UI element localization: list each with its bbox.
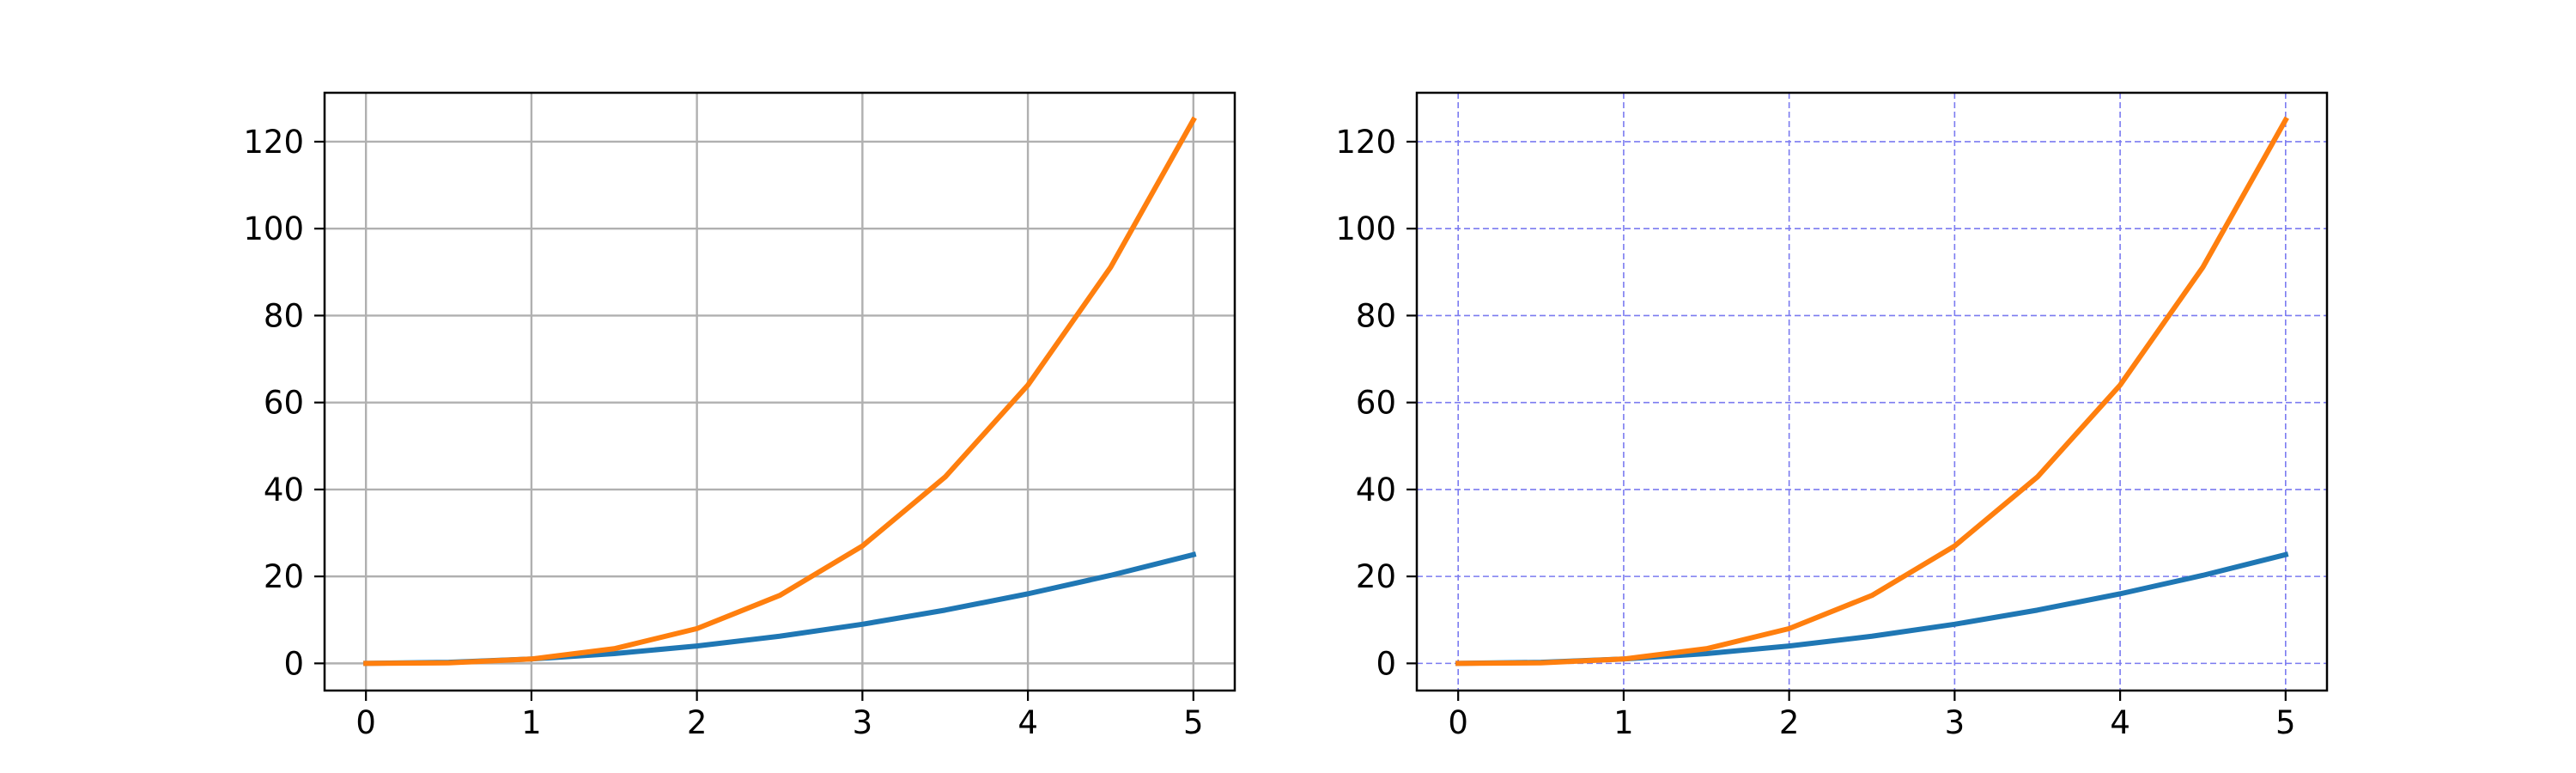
x-tick-label: 1 — [521, 704, 542, 741]
plot-area — [1417, 93, 2327, 691]
y-tick-label: 0 — [283, 645, 304, 682]
y-tick-label: 0 — [1376, 645, 1396, 682]
series-line-2 — [1455, 116, 2289, 666]
y-tick-label: 120 — [1335, 124, 1396, 161]
y-tick-label: 20 — [264, 558, 304, 595]
y-tick-label: 120 — [243, 124, 304, 161]
x-tick-label: 3 — [853, 704, 873, 741]
x-tick-label: 2 — [687, 704, 708, 741]
x-tick-label: 4 — [1018, 704, 1038, 741]
x-tick-label: 5 — [2275, 704, 2296, 741]
y-tick-label: 80 — [1356, 297, 1396, 334]
y-tick-label: 20 — [1356, 558, 1396, 595]
x-tick-label: 1 — [1613, 704, 1634, 741]
y-tick-label: 40 — [264, 472, 304, 508]
y-tick-label: 80 — [264, 297, 304, 334]
y-tick-label: 60 — [264, 385, 304, 422]
axes-frame — [1415, 91, 2329, 692]
x-tick-label: 4 — [2110, 704, 2130, 741]
x-tick-label: 3 — [1945, 704, 1965, 741]
y-tick-label: 40 — [1356, 472, 1396, 508]
y-tick-label: 100 — [1335, 210, 1396, 247]
x-tick-label: 2 — [1779, 704, 1800, 741]
series-line-2 — [363, 116, 1197, 666]
left-subplot: 0 1 2 3 4 5 0 20 40 60 80 100 120 — [243, 91, 1236, 741]
y-tick-label: 100 — [243, 210, 304, 247]
plot-area — [325, 93, 1235, 691]
x-tick-label: 0 — [355, 704, 376, 741]
axes-frame — [323, 91, 1236, 692]
right-subplot: 0 1 2 3 4 5 0 20 40 60 80 100 120 — [1335, 91, 2329, 741]
x-tick-label: 0 — [1448, 704, 1468, 741]
y-tick-label: 60 — [1356, 385, 1396, 422]
x-tick-label: 5 — [1183, 704, 1204, 741]
